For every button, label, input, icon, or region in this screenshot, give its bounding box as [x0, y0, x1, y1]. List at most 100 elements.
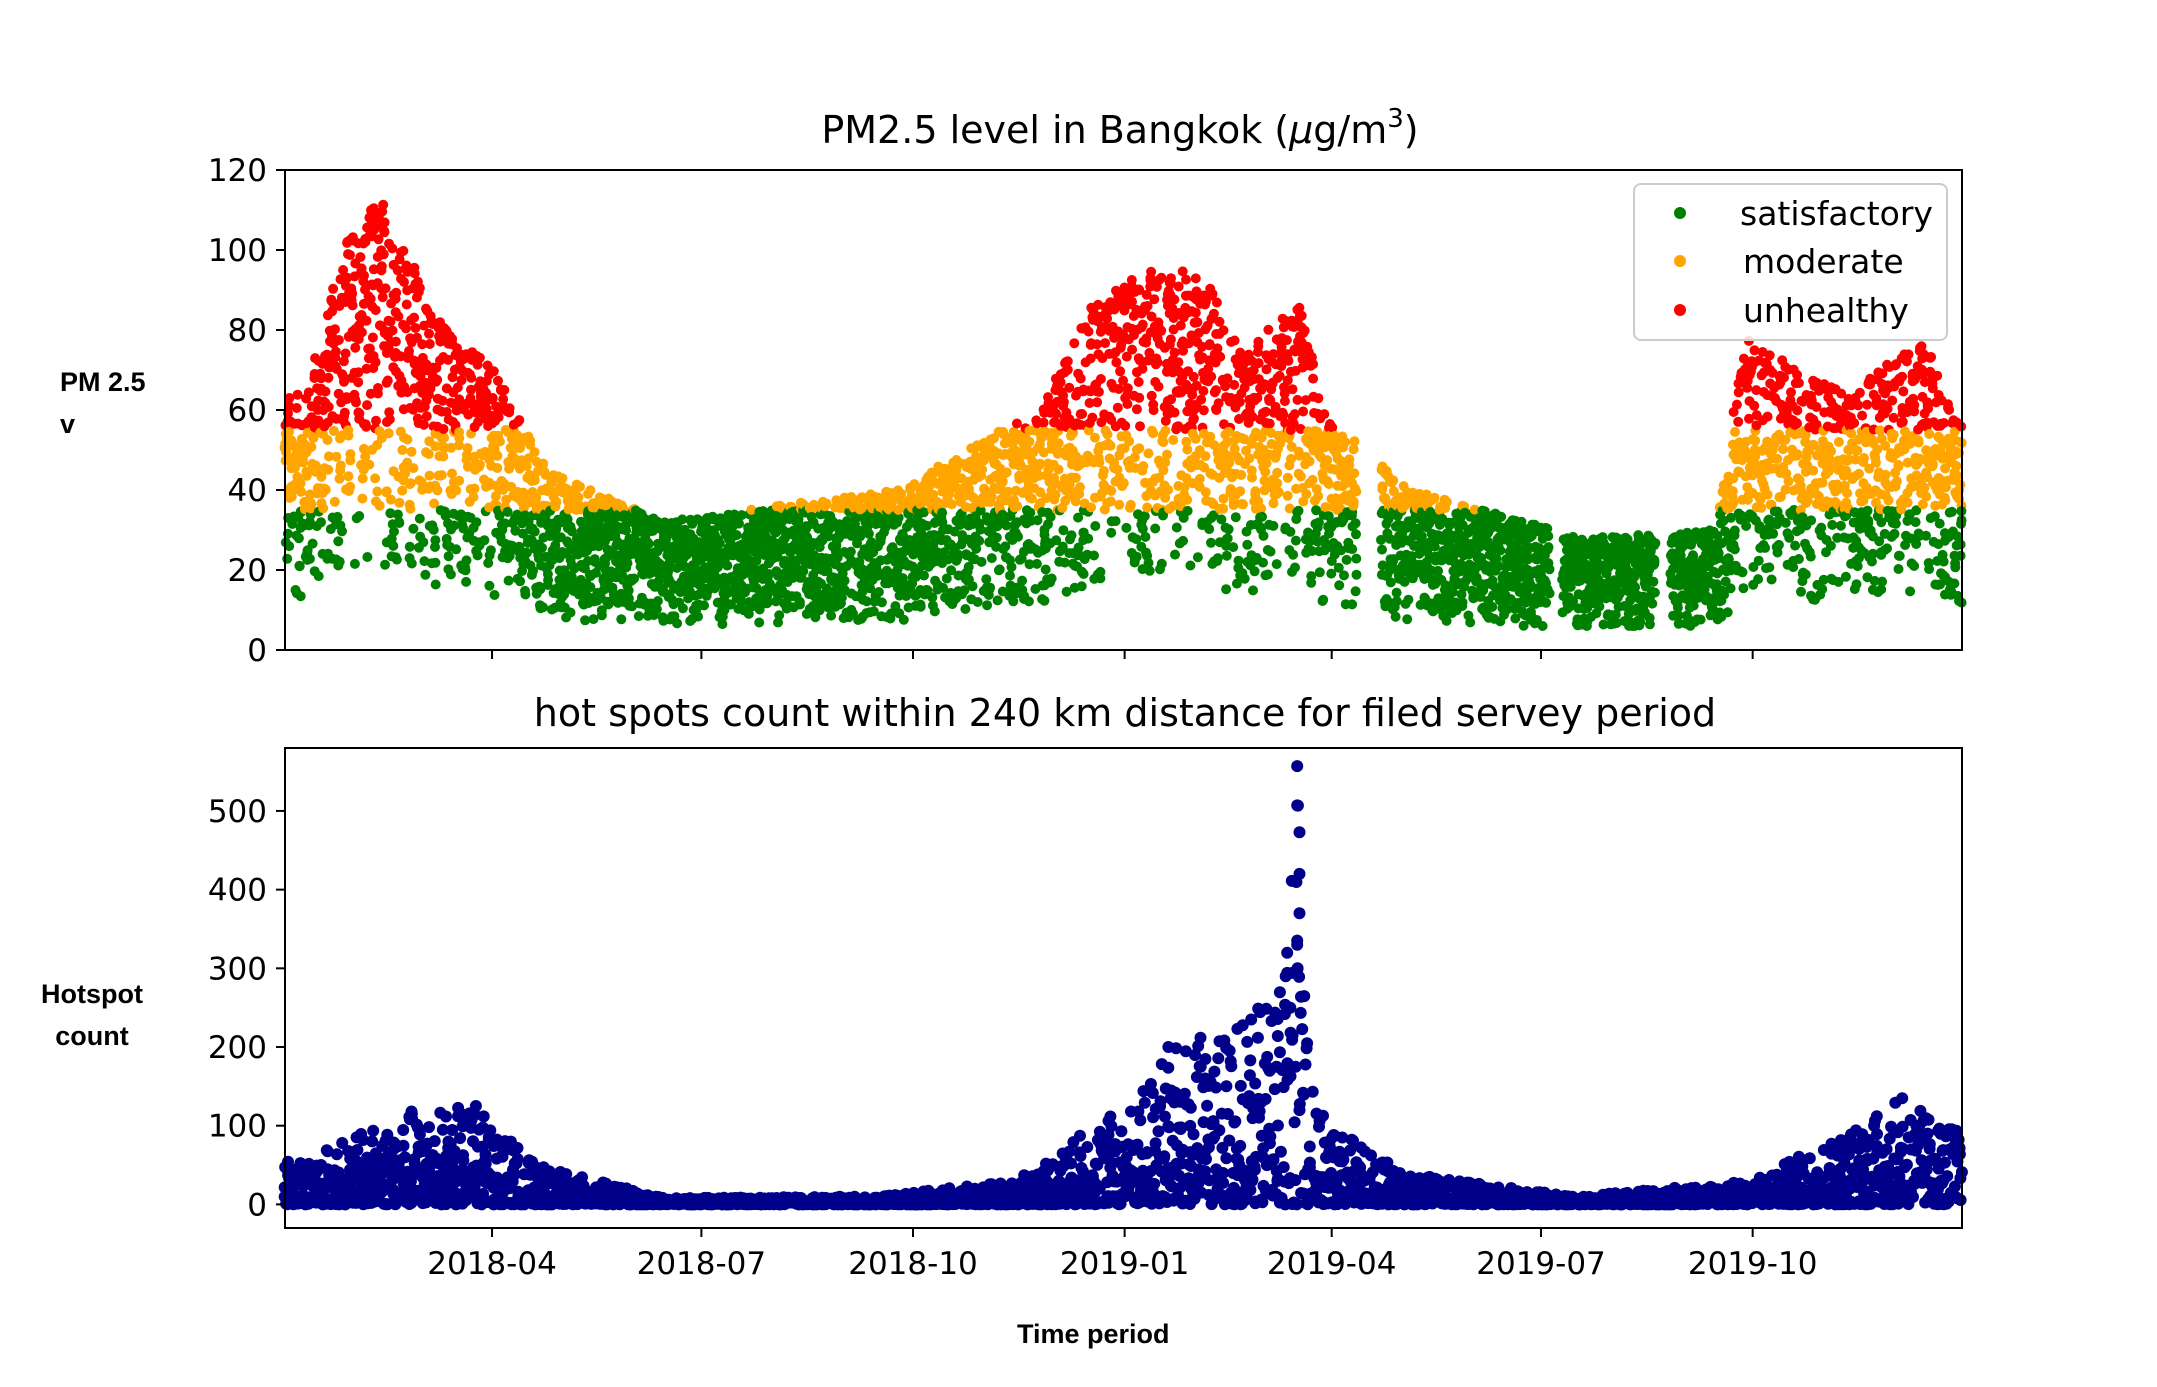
pm25-point: [1089, 550, 1099, 561]
pm25-point: [1594, 601, 1605, 612]
pm25-point: [960, 604, 971, 614]
pm25-point: [335, 460, 346, 471]
pm25-point: [1334, 580, 1345, 591]
pm25-point: [974, 535, 985, 546]
pm25-point: [1212, 556, 1223, 567]
pm25-point: [1093, 453, 1104, 463]
pm25-point: [1165, 334, 1176, 345]
pm25-point: [1100, 338, 1111, 349]
pm25-point: [1156, 325, 1167, 336]
pm25-point: [543, 575, 554, 585]
pm25-point: [1764, 562, 1775, 573]
pm25-point: [338, 356, 349, 367]
pm25-point: [494, 436, 505, 447]
pm25-point: [446, 442, 457, 453]
pm25-point: [1051, 408, 1061, 419]
pm25-point: [1296, 310, 1307, 321]
pm25-point: [504, 551, 515, 561]
pm25-point: [493, 375, 503, 386]
pm25-point: [353, 377, 364, 388]
pm25-point: [340, 348, 351, 359]
pm25-point: [515, 443, 526, 453]
pm25-point: [1298, 406, 1309, 417]
pm25-point: [1215, 351, 1226, 362]
pm25-point: [1253, 358, 1264, 369]
pm25-point: [430, 557, 441, 568]
pm25-point: [397, 445, 408, 455]
pm25-point: [370, 357, 381, 368]
pm25-point: [432, 374, 443, 385]
pm25-point: [1301, 489, 1312, 500]
pm25-point: [515, 576, 526, 587]
pm25-point: [1076, 581, 1087, 592]
pm25-point: [1127, 344, 1138, 355]
pm25-point: [1314, 567, 1325, 578]
pm25-point: [471, 517, 482, 528]
pm25-point: [1230, 512, 1241, 523]
pm25-point: [1214, 316, 1225, 327]
pm25-point: [343, 471, 354, 482]
pm25-point: [377, 292, 388, 303]
pm25-point: [331, 451, 342, 462]
pm25-point: [528, 565, 538, 576]
pm25-point: [1152, 357, 1163, 368]
pm25-point: [1198, 405, 1209, 416]
pm25-point: [347, 300, 358, 311]
pm25-point: [1260, 467, 1271, 477]
pm25-point: [1212, 343, 1223, 354]
pm25-point: [523, 453, 534, 464]
pm25-point: [438, 424, 449, 434]
pm25-point: [397, 485, 408, 496]
pm25-point: [585, 485, 596, 496]
pm25-point: [365, 388, 376, 399]
pm25-point: [1001, 467, 1012, 478]
pm25-point: [451, 544, 462, 555]
pm25-point: [1169, 294, 1180, 305]
pm25-point: [473, 417, 483, 428]
pm25-point: [1077, 409, 1088, 419]
pm25-point: [616, 614, 627, 625]
pm25-point: [418, 537, 429, 548]
pm25-point: [484, 580, 495, 591]
pm25-point: [333, 536, 344, 547]
pm25-point: [1688, 550, 1698, 561]
pm25-point: [1083, 326, 1094, 337]
pm25-point: [1242, 539, 1253, 550]
pm25-point: [1083, 533, 1094, 544]
pm25-point: [361, 315, 372, 326]
pm25-point: [500, 518, 510, 529]
pm25-point: [1496, 511, 1507, 522]
pm25-point: [420, 569, 431, 580]
pm25-point: [305, 503, 316, 514]
pm25-point: [1188, 413, 1199, 424]
pm25-point: [406, 558, 417, 569]
pm25-point: [1105, 440, 1116, 451]
pm25-point: [1121, 522, 1132, 533]
pm25-point: [358, 443, 369, 454]
pm25-point: [360, 451, 371, 462]
pm25-point: [1069, 338, 1080, 349]
pm25-point: [380, 559, 390, 570]
pm25-point: [398, 245, 409, 256]
pm25-point: [915, 599, 926, 610]
pm25-point: [328, 426, 339, 436]
pm25-point: [529, 447, 540, 458]
pm25-point: [1237, 499, 1248, 510]
pm25-point: [333, 335, 344, 345]
pm25-point: [1753, 574, 1764, 585]
pm25-point: [460, 565, 471, 576]
pm25-point: [421, 411, 432, 422]
pm25-point: [306, 442, 317, 452]
pm25-point: [1110, 516, 1121, 527]
pm25-point: [291, 403, 302, 413]
pm25-point: [409, 268, 420, 279]
pm25-point: [393, 311, 404, 322]
pm25-point: [323, 464, 334, 475]
pm25-point: [1377, 484, 1388, 495]
pm25-point: [356, 327, 367, 338]
pm25-point: [1185, 560, 1196, 571]
pm25-point: [454, 394, 465, 405]
pm25-point: [338, 265, 349, 275]
pm25-point: [1351, 553, 1362, 564]
pm25-point: [342, 394, 352, 405]
